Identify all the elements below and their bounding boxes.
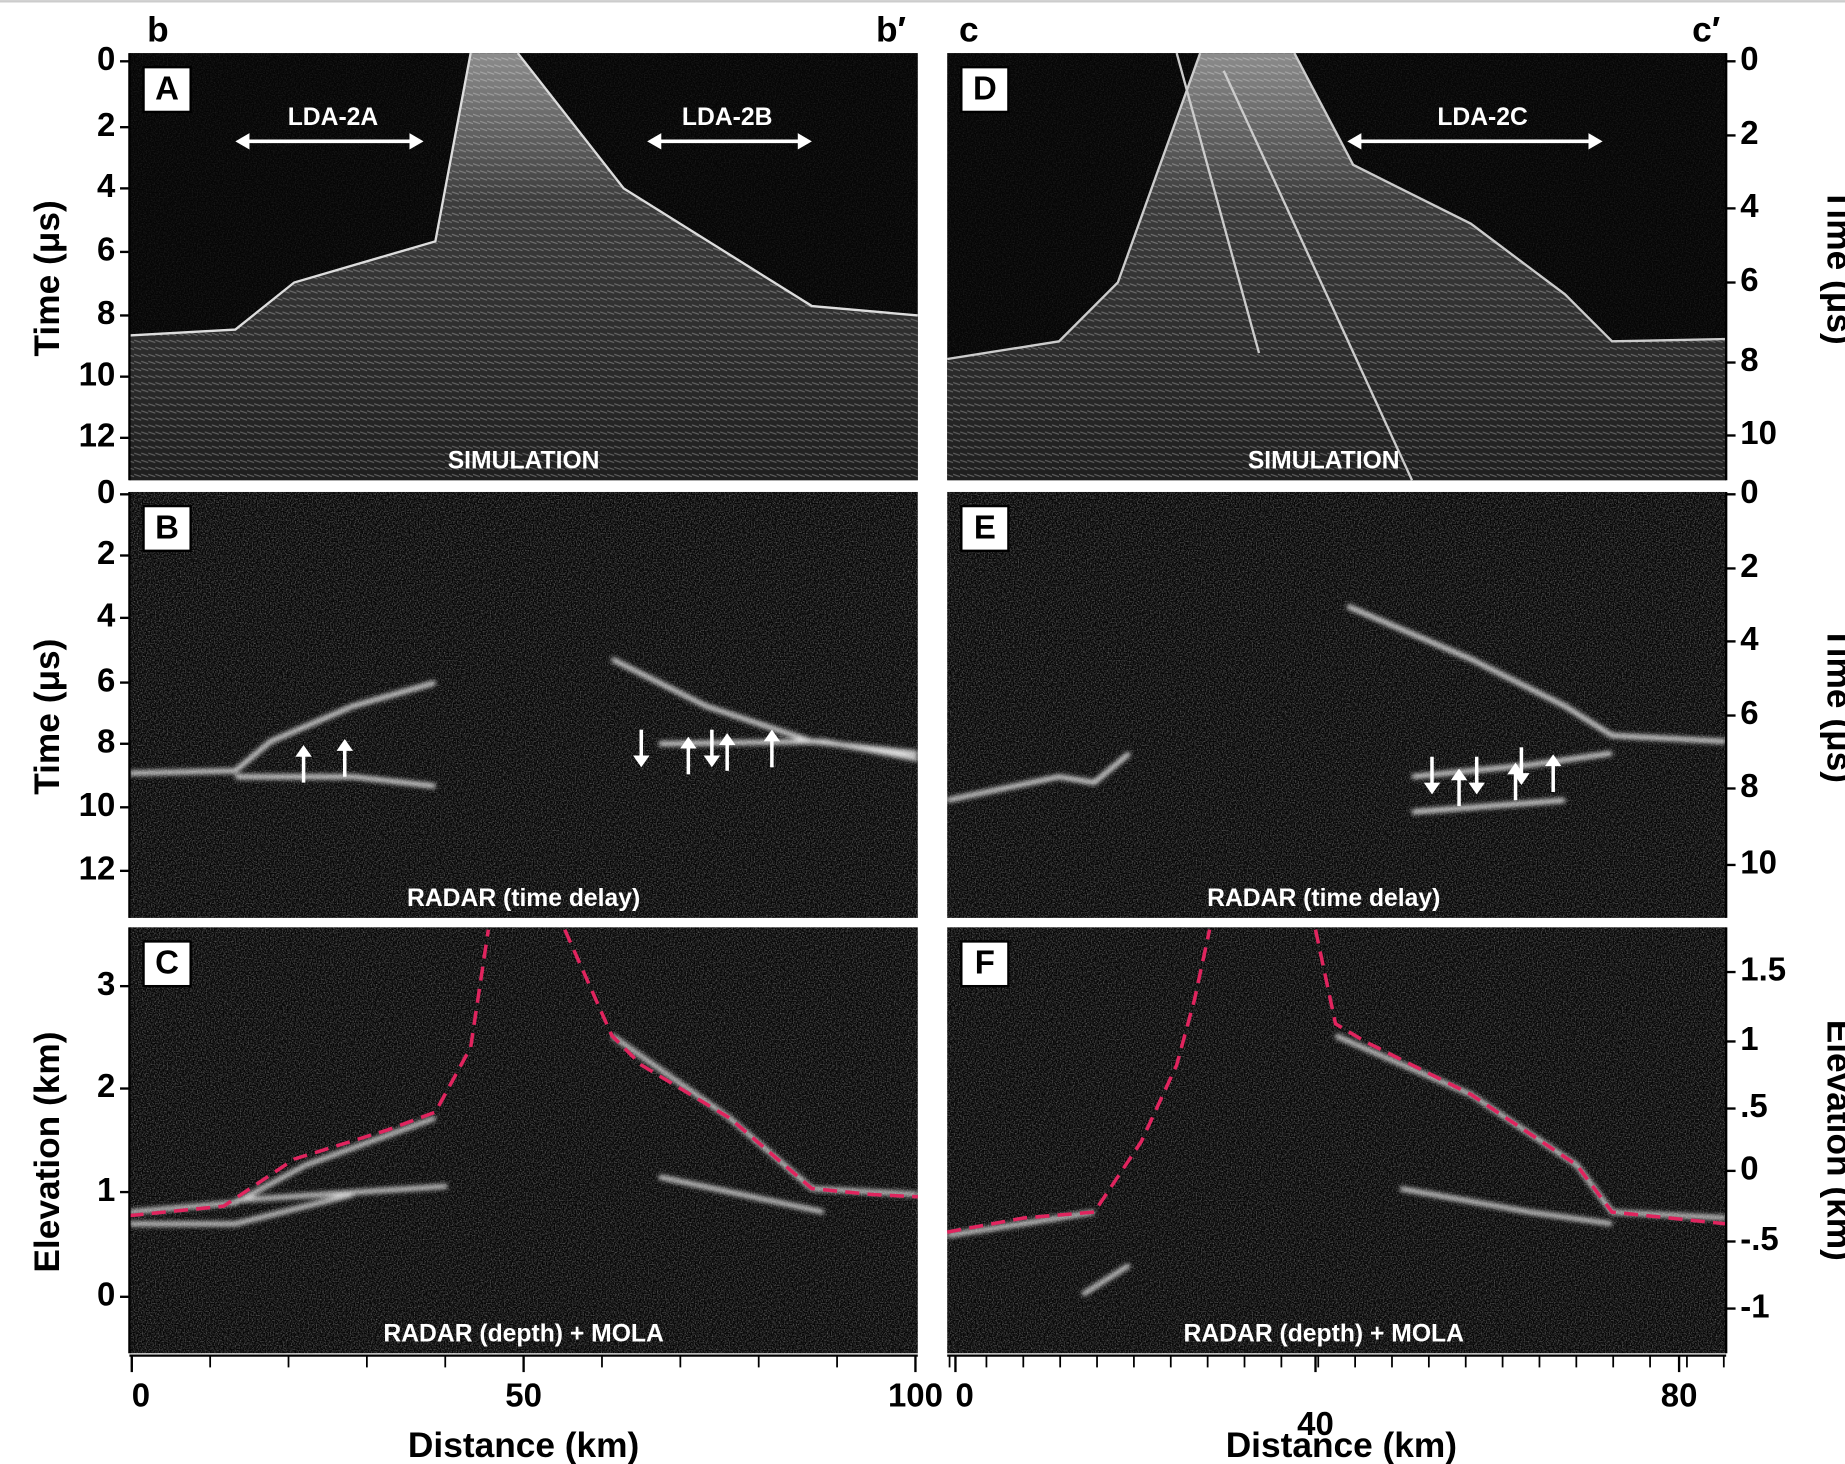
y-tick-label: 0	[97, 40, 115, 77]
x-axis-title: Distance (km)	[408, 1426, 639, 1464]
x-tick-label: 100	[888, 1377, 943, 1414]
y-axis-title: Elevation (km)	[1819, 1020, 1845, 1261]
y-axis-title: Time (μs)	[28, 639, 67, 795]
y-tick-label: 2	[1740, 114, 1758, 151]
x-tick-label: 0	[955, 1377, 973, 1414]
profile-label: c′	[1692, 10, 1720, 49]
profile-label: c	[959, 10, 979, 49]
y-tick-label: 6	[1740, 694, 1758, 731]
annotation-label: LDA-2C	[1437, 104, 1528, 131]
panel-caption: RADAR (time delay)	[1207, 885, 1440, 912]
y-tick-label: 8	[97, 722, 115, 759]
y-tick-label: 2	[97, 106, 115, 143]
panel-letter: E	[974, 508, 996, 545]
x-tick-label: 0	[132, 1377, 150, 1414]
x-tick-label: 50	[505, 1377, 542, 1414]
y-tick-label: 12	[79, 850, 116, 887]
annotation-label: LDA-2A	[288, 104, 379, 131]
y-tick-label: 8	[97, 294, 115, 331]
speckle	[947, 927, 1726, 1353]
y-tick-label: 1	[1740, 1020, 1758, 1057]
y-tick-label: 4	[97, 167, 116, 204]
y-tick-label: 2	[1740, 547, 1758, 584]
y-tick-label: 4	[1740, 187, 1759, 224]
y-tick-label: -.5	[1740, 1220, 1778, 1257]
y-tick-label: 4	[97, 597, 116, 634]
y-axis-title: Time (μs)	[28, 200, 67, 356]
y-tick-label: 1.5	[1740, 951, 1786, 988]
y-axis-title: Time (μs)	[1819, 189, 1845, 345]
speckle	[129, 927, 917, 1353]
figure: ASIMULATIONLDA-2ALDA-2B024681012Time (μs…	[0, 0, 1845, 1464]
panel-letter: F	[975, 944, 995, 981]
y-tick-label: 0	[1740, 40, 1758, 77]
y-tick-label: 0	[97, 473, 115, 510]
panel-caption: SIMULATION	[448, 447, 600, 474]
y-tick-label: 3	[97, 965, 115, 1002]
y-tick-label: 4	[1740, 620, 1759, 657]
y-tick-label: 2	[97, 1067, 115, 1104]
panel-letter: A	[155, 69, 179, 106]
speckle	[947, 492, 1726, 918]
y-tick-label: -1	[1740, 1287, 1769, 1324]
panel-letter: C	[155, 944, 179, 981]
y-tick-label: 12	[79, 417, 116, 454]
y-tick-label: 10	[79, 355, 116, 392]
y-tick-label: 6	[1740, 261, 1758, 298]
annotation-label: LDA-2B	[682, 104, 773, 131]
y-tick-label: 10	[79, 786, 116, 823]
x-tick-label: 80	[1661, 1377, 1698, 1414]
y-tick-label: 10	[1740, 414, 1777, 451]
y-tick-label: 0	[97, 1275, 115, 1312]
y-tick-label: 1	[97, 1171, 115, 1208]
profile-label: b′	[876, 10, 906, 49]
y-tick-label: 2	[97, 534, 115, 571]
panel-caption: SIMULATION	[1248, 447, 1400, 474]
profile-label: b	[147, 10, 169, 49]
y-axis-title: Time (μs)	[1819, 627, 1845, 783]
panel-caption: RADAR (depth) + MOLA	[383, 1321, 664, 1348]
panel-letter: B	[155, 508, 179, 545]
y-tick-label: 8	[1740, 341, 1758, 378]
y-tick-label: 8	[1740, 767, 1758, 804]
y-tick-label: 6	[97, 231, 115, 268]
panel-caption: RADAR (depth) + MOLA	[1184, 1321, 1465, 1348]
speckle	[129, 492, 917, 918]
y-tick-label: 0	[1740, 473, 1758, 510]
y-axis-title: Elevation (km)	[28, 1031, 67, 1272]
x-axis-title: Distance (km)	[1226, 1426, 1457, 1464]
panel-letter: D	[973, 69, 997, 106]
y-tick-label: 10	[1740, 844, 1777, 881]
panel-caption: RADAR (time delay)	[407, 885, 640, 912]
y-tick-label: 6	[97, 661, 115, 698]
y-tick-label: .5	[1740, 1087, 1767, 1124]
y-tick-label: 0	[1740, 1150, 1758, 1187]
